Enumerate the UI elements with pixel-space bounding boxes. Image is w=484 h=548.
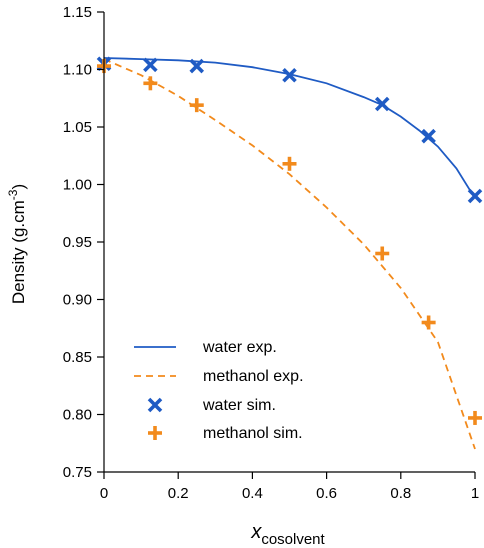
x-tick-label: 1 (471, 485, 479, 502)
legend-entry: methanol exp. (134, 368, 304, 385)
y-tick-label: 0.85 (63, 349, 92, 366)
data-point-methanol-sim (282, 156, 297, 171)
y-tick-label: 1.15 (63, 4, 92, 21)
data-point-methanol-sim (375, 246, 390, 261)
data-point-methanol-sim (189, 98, 204, 113)
plot-area (96, 56, 483, 450)
data-point-water-sim (374, 96, 390, 112)
x-tick-label: 0 (100, 485, 108, 502)
data-point-water-sim (282, 67, 297, 83)
y-tick-label: 0.90 (63, 292, 92, 309)
y-tick-label: 0.80 (63, 407, 92, 424)
data-point-water-sim (143, 57, 158, 73)
y-tick-label: 1.05 (63, 119, 92, 136)
legend-label: methanol exp. (203, 368, 304, 385)
y-axis-title: Density (g.cm-3) (6, 184, 28, 304)
y-axis-title-suffix: ) (9, 184, 28, 190)
x-axis-title: xcosolvent (250, 521, 325, 548)
y-tick-label: 1.10 (63, 62, 92, 79)
legend-swatch (147, 397, 163, 413)
legend-label: water sim. (202, 397, 276, 414)
data-point-water-sim (421, 128, 436, 144)
series-line-water-exp (103, 57, 476, 199)
legend-label: methanol sim. (203, 425, 303, 442)
x-tick-label: 0.8 (390, 485, 411, 502)
data-point-methanol-sim (468, 410, 482, 425)
legend-swatch (148, 426, 162, 440)
data-point-water-sim (189, 58, 205, 74)
series-line-methanol-exp (103, 58, 476, 450)
axes: 0.75 0.80 0.85 0.90 0.95 1.00 1.05 1.10 1.15 0 0.2… (63, 4, 479, 502)
legend-entry: methanol sim. (148, 425, 303, 442)
x-axis-title-subscript: cosolvent (261, 531, 325, 548)
x-axis-title-main: x (250, 521, 262, 543)
legend-entry: water sim. (147, 397, 276, 414)
x-tick-label: 0.6 (316, 485, 337, 502)
y-tick-label: 0.75 (63, 464, 92, 481)
legend: water exp. methanol exp. water sim. methano… (134, 339, 304, 442)
y-tick-label: 0.95 (63, 234, 92, 251)
legend-label: water exp. (202, 339, 277, 356)
data-point-methanol-sim (421, 315, 436, 330)
y-axis-title-superscript: -3 (6, 189, 20, 200)
data-point-water-sim (467, 188, 483, 204)
x-tick-label: 0.4 (242, 485, 263, 502)
y-axis-title-main: Density (g.cm (9, 200, 28, 304)
y-tick-label: 1.00 (63, 177, 92, 194)
data-point-methanol-sim (143, 76, 158, 91)
x-tick-label: 0.2 (168, 485, 189, 502)
legend-entry: water exp. (134, 339, 277, 356)
